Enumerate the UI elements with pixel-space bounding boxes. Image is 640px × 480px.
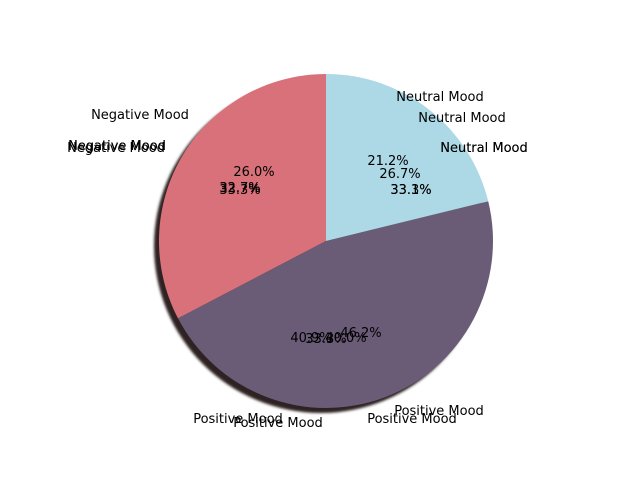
percentage-label: 40.0% <box>325 331 366 346</box>
category-label: Positive Mood <box>233 416 323 431</box>
pie-slice-negative-mood <box>159 74 326 319</box>
pie-slice-positive-mood <box>178 201 493 408</box>
percentage-label: 21.2% <box>367 154 408 169</box>
category-label: Neutral Mood <box>418 111 506 126</box>
percentage-label: 33.1% <box>390 183 431 198</box>
pie-labels: Neutral Mood 21.2% Neutral Mood 26.7% Neutra… <box>67 90 528 431</box>
category-label: Neutral Mood <box>440 141 528 156</box>
pie-slices <box>159 74 493 408</box>
percentage-label: 32.7% <box>219 181 260 196</box>
category-label: Negative Mood <box>68 139 166 154</box>
percentage-label: 33.3% <box>219 183 260 198</box>
category-label: Positive Mood <box>193 412 283 427</box>
category-label: Neutral Mood <box>440 141 528 156</box>
category-label: Positive Mood <box>367 412 457 427</box>
percentage-label: 40.9% <box>290 331 331 346</box>
percentage-label: 26.7% <box>379 167 420 182</box>
category-label: Negative Mood <box>68 139 166 154</box>
category-label: Negative Mood <box>67 141 165 156</box>
percentage-label: 32.7% <box>219 181 260 196</box>
percentage-label: 33.3% <box>305 332 346 347</box>
pie-slice-neutral-mood <box>326 74 489 241</box>
percentage-label: 46.2% <box>340 326 381 341</box>
category-label: Neutral Mood <box>396 90 484 105</box>
percentage-label: 33.3% <box>390 183 431 198</box>
category-label: Negative Mood <box>91 108 189 123</box>
category-label: Positive Mood <box>394 404 484 419</box>
percentage-label: 26.0% <box>233 165 274 180</box>
